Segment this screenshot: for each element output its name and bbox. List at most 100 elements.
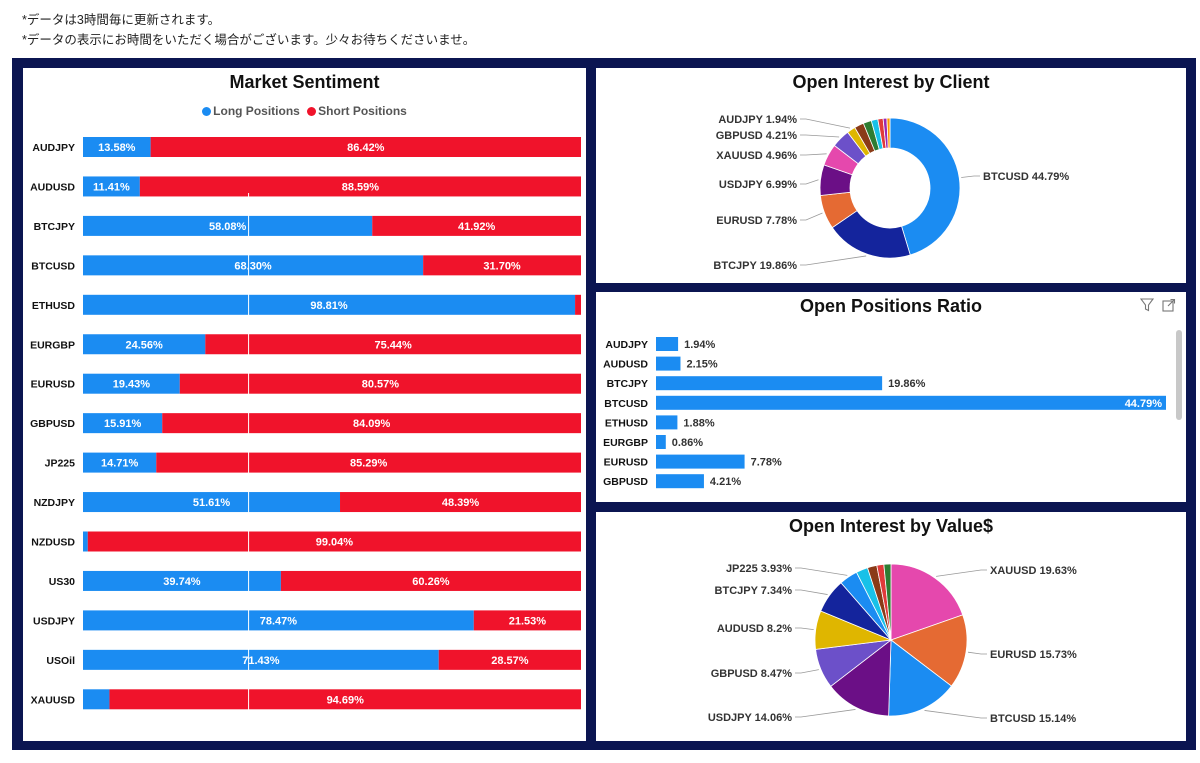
value-leader-btcusd [924,710,987,719]
client-label-gbpusd: GBPUSD 4.21% [716,130,798,142]
short-value-label-gbpusd: 84.09% [353,418,391,430]
short-value-label-audjpy: 86.42% [347,142,385,154]
long-bar-jp225 [83,452,157,473]
client-leader-btcusd [961,175,980,178]
long-value-label-btcusd: 68.30% [234,260,272,272]
category-label-usdjpy: USDJPY [33,615,75,627]
short-bar-usdjpy [473,610,581,631]
short-bar-ethusd [575,294,581,315]
ratio-category-label-ethusd: ETHUSD [605,417,649,429]
short-value-label-btcjpy: 41.92% [458,221,496,233]
short-bar-btcjpy [372,215,581,236]
value-leader-gbpusd [795,669,819,674]
short-bar-nzdusd [87,531,582,552]
long-bar-btcjpy [83,215,373,236]
short-value-label-eurusd: 80.57% [362,379,400,391]
long-value-label-usdjpy: 78.47% [260,615,298,627]
long-value-label-audusd: 11.41% [93,181,130,193]
open-positions-ratio-title: Open Positions Ratio [799,296,982,316]
ratio-category-label-audjpy: AUDJPY [605,339,648,351]
value-slice-eurusd [890,614,968,687]
note-line-2: *データの表示にお時間をいただく場合がございます。少々お待ちくださいませ。 [22,33,476,47]
legend-long-label: Long Positions [213,104,300,118]
short-bar-audjpy [150,137,581,157]
category-label-audjpy: AUDJPY [32,142,75,154]
long-value-label-nzdjpy: 51.61% [193,497,231,509]
category-label-jp225: JP225 [45,458,76,470]
client-label-btcjpy: BTCJPY 19.86% [713,260,797,272]
value-slice-btcusd [888,639,953,717]
long-value-label-us30: 39.74% [163,576,201,588]
category-label-btcusd: BTCUSD [31,260,75,272]
long-bar-audjpy [83,137,151,157]
long-value-label-jp225: 14.71% [101,458,139,470]
market-sentiment-legend[interactable]: Long Positions Short Positions [23,104,586,118]
value-leader-jp225 [795,567,848,576]
ratio-bar-btcusd [656,395,1166,410]
long-bar-nzdjpy [83,492,341,513]
note-line-1: *データは3時間毎に更新されます。 [22,13,221,27]
ratio-bar-eurusd [656,454,745,469]
client-leader-usdjpy [800,179,819,185]
category-label-ethusd: ETHUSD [32,300,76,312]
ratio-category-label-eurusd: EURUSD [604,457,649,469]
notes: *データは3時間毎に更新されます。 *データの表示にお時間をいただく場合がござい… [22,10,475,50]
legend-short-label: Short Positions [318,104,407,118]
value-slice-other-4 [883,563,892,641]
filter-icon[interactable] [1140,298,1154,312]
market-sentiment-panel: Market Sentiment Long Positions Short Po… [23,68,586,741]
open-interest-by-client-chart[interactable]: BTCUSD 44.79% BTCJPY 19.86% EURUSD 7.78% US… [596,68,1186,283]
client-label-btcusd: BTCUSD 44.79% [983,171,1069,183]
client-leader-eurusd [800,212,823,221]
short-value-label-usoil: 28.57% [491,655,529,667]
value-label-btcjpy: BTCJPY 7.34% [715,585,793,597]
short-value-label-jp225: 85.29% [350,458,388,470]
client-label-xauusd: XAUUSD 4.96% [716,150,797,162]
value-label-btcusd: BTCUSD 15.14% [990,713,1076,725]
category-label-audusd: AUDUSD [30,181,75,193]
value-label-xauusd: XAUUSD 19.63% [990,565,1077,577]
long-bar-gbpusd [83,413,163,434]
short-bar-gbpusd [162,413,581,434]
short-value-label-xauusd: 94.69% [327,694,365,706]
value-leader-eurusd [967,651,987,655]
category-label-gbpusd: GBPUSD [30,418,75,430]
category-label-xauusd: XAUUSD [31,694,76,706]
open-positions-ratio-chart[interactable]: AUDJPY 1.94% AUDUSD 2.15% BTCJPY 19.86% BTCUSD… [596,292,1186,502]
ratio-bar-gbpusd [656,474,704,489]
long-bar-eurusd [83,373,180,394]
short-bar-us30 [280,570,581,591]
ratio-bar-ethusd [656,415,678,430]
long-value-label-usoil: 71.43% [242,655,280,667]
client-leader-xauusd [800,153,827,156]
category-label-us30: US30 [49,576,75,588]
long-value-label-gbpusd: 15.91% [104,418,142,430]
ratio-value-label-ethusd: 1.88% [683,417,714,429]
market-sentiment-chart[interactable]: AUDJPY 13.58% 86.42% AUDUSD 11.41% 88.59% BTCJ… [23,68,586,741]
ratio-category-label-audusd: AUDUSD [603,359,648,371]
focus-mode-icon[interactable] [1162,298,1176,312]
ratio-category-label-btcjpy: BTCJPY [607,378,648,390]
category-label-nzdusd: NZDUSD [31,537,75,549]
long-bar-usoil [83,649,439,670]
ratio-category-label-btcusd: BTCUSD [604,398,648,410]
value-label-jp225: JP225 3.93% [726,563,792,575]
category-label-nzdjpy: NZDJPY [34,497,75,509]
client-leader-audjpy [800,118,851,129]
short-value-label-audusd: 88.59% [342,181,380,193]
open-interest-by-value-chart[interactable]: XAUUSD 19.63% EURUSD 15.73% BTCUSD 15.14% U… [596,512,1186,741]
client-leader-btcjpy [800,255,867,266]
category-label-eurgbp: EURGBP [30,339,75,351]
value-label-eurusd: EURUSD 15.73% [990,649,1077,661]
legend-short-dot [307,107,317,116]
client-label-eurusd: EURUSD 7.78% [716,215,797,227]
scrollbar[interactable] [1176,330,1182,420]
open-interest-by-client-title: Open Interest by Client [792,72,990,92]
long-bar-audusd [83,176,140,197]
long-bar-nzdusd [83,531,88,552]
long-value-label-audjpy: 13.58% [98,142,136,154]
long-value-label-ethusd: 98.81% [310,300,348,312]
ratio-value-label-btcusd: 44.79% [1125,398,1163,410]
market-sentiment-title: Market Sentiment [229,72,380,92]
short-bar-jp225 [156,452,581,473]
